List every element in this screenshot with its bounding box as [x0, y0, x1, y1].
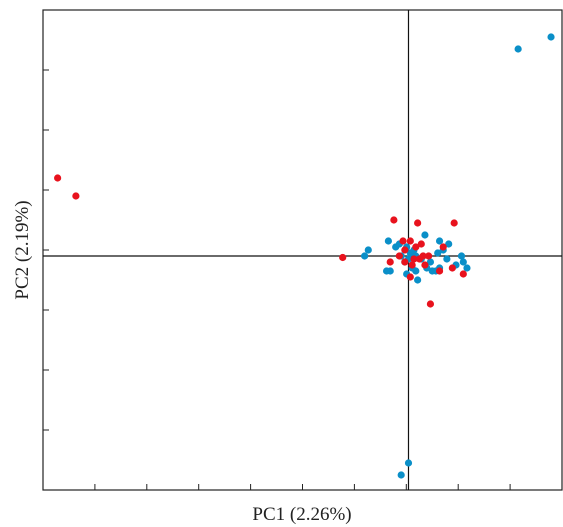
data-point: [439, 243, 447, 251]
data-point: [414, 219, 422, 227]
data-point: [399, 237, 407, 245]
data-point: [414, 276, 422, 284]
data-points: [54, 33, 555, 479]
data-point: [435, 267, 444, 275]
data-point: [412, 243, 420, 251]
data-point: [384, 237, 392, 245]
data-point: [459, 258, 467, 266]
data-point: [434, 249, 442, 257]
data-point: [406, 237, 414, 245]
data-point: [426, 300, 435, 308]
data-point: [397, 471, 405, 479]
data-point: [547, 33, 555, 41]
y-axis-ticks: [43, 69, 49, 431]
data-point: [390, 216, 398, 224]
data-point: [459, 270, 467, 278]
data-point: [382, 267, 391, 275]
data-point: [421, 261, 429, 269]
data-point: [386, 258, 394, 266]
data-point: [417, 240, 425, 248]
data-point: [401, 258, 409, 266]
y-axis-label: PC2 (2.19%): [12, 200, 33, 299]
data-point: [463, 264, 471, 272]
data-point: [426, 258, 435, 266]
x-axis-ticks: [94, 484, 511, 490]
data-point: [450, 219, 458, 227]
data-point: [395, 252, 403, 260]
data-point: [361, 252, 369, 260]
data-point: [339, 253, 347, 262]
data-point: [424, 252, 433, 260]
data-point: [421, 231, 429, 239]
data-point: [443, 255, 451, 263]
data-point: [410, 255, 418, 263]
data-point: [364, 246, 372, 254]
data-point: [448, 264, 456, 272]
data-point: [401, 246, 409, 254]
data-point: [72, 192, 80, 200]
data-point: [428, 267, 436, 275]
data-point: [445, 240, 453, 248]
data-point: [514, 45, 522, 53]
series-1: [54, 174, 467, 308]
x-axis-label: PC1 (2.26%): [252, 504, 351, 525]
data-point: [412, 267, 420, 275]
data-point: [54, 174, 62, 182]
plot-frame: [42, 9, 563, 491]
data-point: [406, 273, 414, 281]
data-point: [435, 237, 444, 245]
data-point: [404, 459, 413, 467]
data-point: [419, 252, 427, 260]
data-point: [408, 261, 416, 269]
data-point: [457, 252, 466, 260]
